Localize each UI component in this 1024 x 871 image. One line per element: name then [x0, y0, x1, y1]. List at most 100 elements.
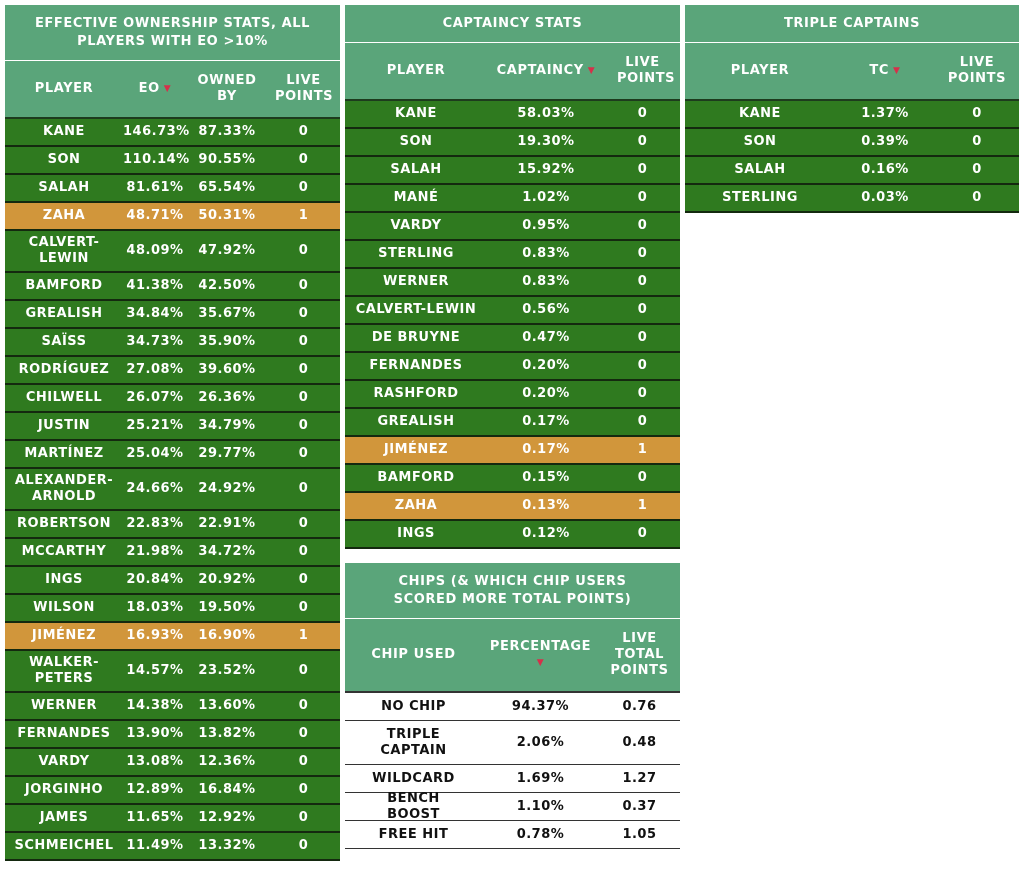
eo-table-row: SAÏSS 34.73% 35.90% 0: [5, 329, 340, 357]
captaincy-value: 1.02%: [522, 190, 570, 205]
eo-value: 146.73%: [123, 124, 190, 139]
captaincy-header-captaincy[interactable]: CAPTAINCY ▼: [487, 63, 605, 79]
eo-table-row: ALEXANDER-ARNOLD 24.66% 24.92% 0: [5, 469, 340, 511]
live-points-value: 0: [637, 190, 648, 205]
live-points-value: 0: [298, 362, 309, 377]
live-points-value: 0: [298, 124, 309, 139]
eo-table-row: WERNER 14.38% 13.60% 0: [5, 693, 340, 721]
captaincy-table-row: SALAH 15.92% 0: [345, 157, 680, 185]
captaincy-player-name: GREALISH: [377, 414, 455, 429]
chip-percentage: 94.37%: [511, 698, 570, 714]
captaincy-player-name: KANE: [395, 106, 437, 121]
eo-player-name: WILSON: [33, 600, 95, 615]
eo-value: 13.90%: [126, 726, 184, 741]
eo-value: 13.08%: [126, 754, 184, 769]
captaincy-header-live[interactable]: LIVE POINTS: [617, 55, 676, 86]
live-points-value: 0: [637, 218, 648, 233]
captaincy-player-name: FERNANDES: [369, 358, 463, 373]
captaincy-player-name: ZAHA: [394, 498, 438, 513]
owned-by-value: 12.92%: [198, 810, 256, 825]
chip-name: NO CHIP: [381, 698, 446, 714]
captaincy-table-body: KANE 58.03% 0 SON 19.30% 0 SALAH 15.92% 0 MANÉ 1.0…: [345, 101, 680, 549]
captaincy-value: 0.17%: [522, 442, 570, 457]
owned-by-value: 22.91%: [198, 516, 256, 531]
live-points-value: 0: [298, 810, 309, 825]
captaincy-player-name: SON: [399, 134, 433, 149]
eo-value: 25.21%: [126, 418, 184, 433]
chip-live-points: 0.76: [622, 698, 657, 714]
captaincy-value: 0.20%: [522, 386, 570, 401]
captaincy-header-player[interactable]: PLAYER: [386, 63, 446, 78]
eo-player-name: CHILWELL: [25, 390, 103, 405]
triple-player-name: SALAH: [734, 162, 786, 177]
eo-value: 25.04%: [126, 446, 184, 461]
eo-table-row: MCCARTHY 21.98% 34.72% 0: [5, 539, 340, 567]
live-points-value: 0: [637, 414, 648, 429]
eo-player-name: ROBERTSON: [17, 516, 111, 531]
captaincy-table-row: CALVERT-LEWIN 0.56% 0: [345, 297, 680, 325]
live-points-value: 0: [298, 481, 309, 496]
captaincy-value: 0.15%: [522, 470, 570, 485]
triple-header-player[interactable]: PLAYER: [730, 63, 790, 78]
eo-header-player[interactable]: PLAYER: [34, 81, 94, 96]
owned-by-value: 42.50%: [198, 278, 256, 293]
eo-value: 26.07%: [126, 390, 184, 405]
eo-player-name: INGS: [45, 572, 83, 587]
captaincy-player-name: JIMÉNEZ: [383, 442, 449, 457]
eo-player-name: RODRÍGUEZ: [18, 362, 110, 377]
triple-header-live[interactable]: LIVE POINTS: [947, 55, 1007, 86]
chip-live-points: 0.48: [622, 734, 657, 750]
chips-header-chip[interactable]: CHIP USED: [371, 647, 456, 662]
live-points-value: 0: [298, 152, 309, 167]
chips-header-percentage[interactable]: PERCENTAGE ▼: [482, 639, 599, 671]
eo-table-row: JAMES 11.65% 12.92% 0: [5, 805, 340, 833]
eo-header-owned[interactable]: OWNED BY: [197, 73, 257, 104]
eo-value: 16.93%: [126, 628, 184, 643]
live-points-value: 0: [298, 243, 309, 258]
eo-header-eo[interactable]: EO ▼: [123, 81, 187, 97]
eo-player-name: GREALISH: [25, 306, 103, 321]
owned-by-value: 35.67%: [198, 306, 256, 321]
captaincy-value: 0.12%: [522, 526, 570, 541]
chips-header-live[interactable]: LIVE TOTAL POINTS: [610, 631, 669, 678]
eo-table-row: VARDY 13.08% 12.36% 0: [5, 749, 340, 777]
captaincy-table-row: ZAHA 0.13% 1: [345, 493, 680, 521]
owned-by-value: 13.60%: [198, 698, 256, 713]
triple-captains-panel: TRIPLE CAPTAINS PLAYER TC ▼ LIVE POINTS K…: [685, 5, 1019, 213]
eo-value: 34.73%: [126, 334, 184, 349]
chip-percentage: 2.06%: [516, 734, 565, 750]
captaincy-player-name: DE BRUYNE: [371, 330, 461, 345]
triple-table-row: KANE 1.37% 0: [685, 101, 1019, 129]
eo-value: 41.38%: [126, 278, 184, 293]
triple-captains-panel-title: TRIPLE CAPTAINS: [685, 5, 1019, 43]
eo-player-name: JIMÉNEZ: [31, 628, 97, 643]
eo-table-row: KANE 146.73% 87.33% 0: [5, 119, 340, 147]
chips-table-row: WILDCARD 1.69% 1.27: [345, 765, 680, 793]
chips-table-header: CHIP USED PERCENTAGE ▼ LIVE TOTAL POINTS: [345, 619, 680, 693]
live-points-value: 1: [298, 628, 309, 643]
chips-table-body: NO CHIP 94.37% 0.76 TRIPLE CAPTAIN 2.06% 0.48…: [345, 693, 680, 849]
live-points-value: 1: [637, 498, 648, 513]
owned-by-value: 19.50%: [198, 600, 256, 615]
triple-table-row: SON 0.39% 0: [685, 129, 1019, 157]
eo-panel: EFFECTIVE OWNERSHIP STATS, ALL PLAYERS W…: [5, 5, 340, 861]
eo-value: 81.61%: [126, 180, 184, 195]
captaincy-value: 0.95%: [522, 218, 570, 233]
triple-table-row: STERLING 0.03% 0: [685, 185, 1019, 213]
chips-panel-title: CHIPS (& WHICH CHIP USERS SCORED MORE TO…: [345, 563, 680, 619]
eo-table-row: RODRÍGUEZ 27.08% 39.60% 0: [5, 357, 340, 385]
owned-by-value: 24.92%: [198, 481, 256, 496]
triple-header-tc[interactable]: TC ▼: [835, 63, 935, 79]
captaincy-player-name: BAMFORD: [377, 470, 455, 485]
live-points-value: 0: [298, 838, 309, 853]
owned-by-value: 20.92%: [198, 572, 256, 587]
eo-value: 27.08%: [126, 362, 184, 377]
captaincy-value: 0.17%: [522, 414, 570, 429]
eo-header-live[interactable]: LIVE POINTS: [275, 73, 334, 104]
eo-player-name: ZAHA: [42, 208, 86, 223]
captaincy-value: 19.30%: [517, 134, 575, 149]
eo-header-eo-label: EO: [138, 81, 160, 96]
eo-table-row: FERNANDES 13.90% 13.82% 0: [5, 721, 340, 749]
owned-by-value: 47.92%: [198, 243, 256, 258]
chips-table-row: TRIPLE CAPTAIN 2.06% 0.48: [345, 721, 680, 765]
